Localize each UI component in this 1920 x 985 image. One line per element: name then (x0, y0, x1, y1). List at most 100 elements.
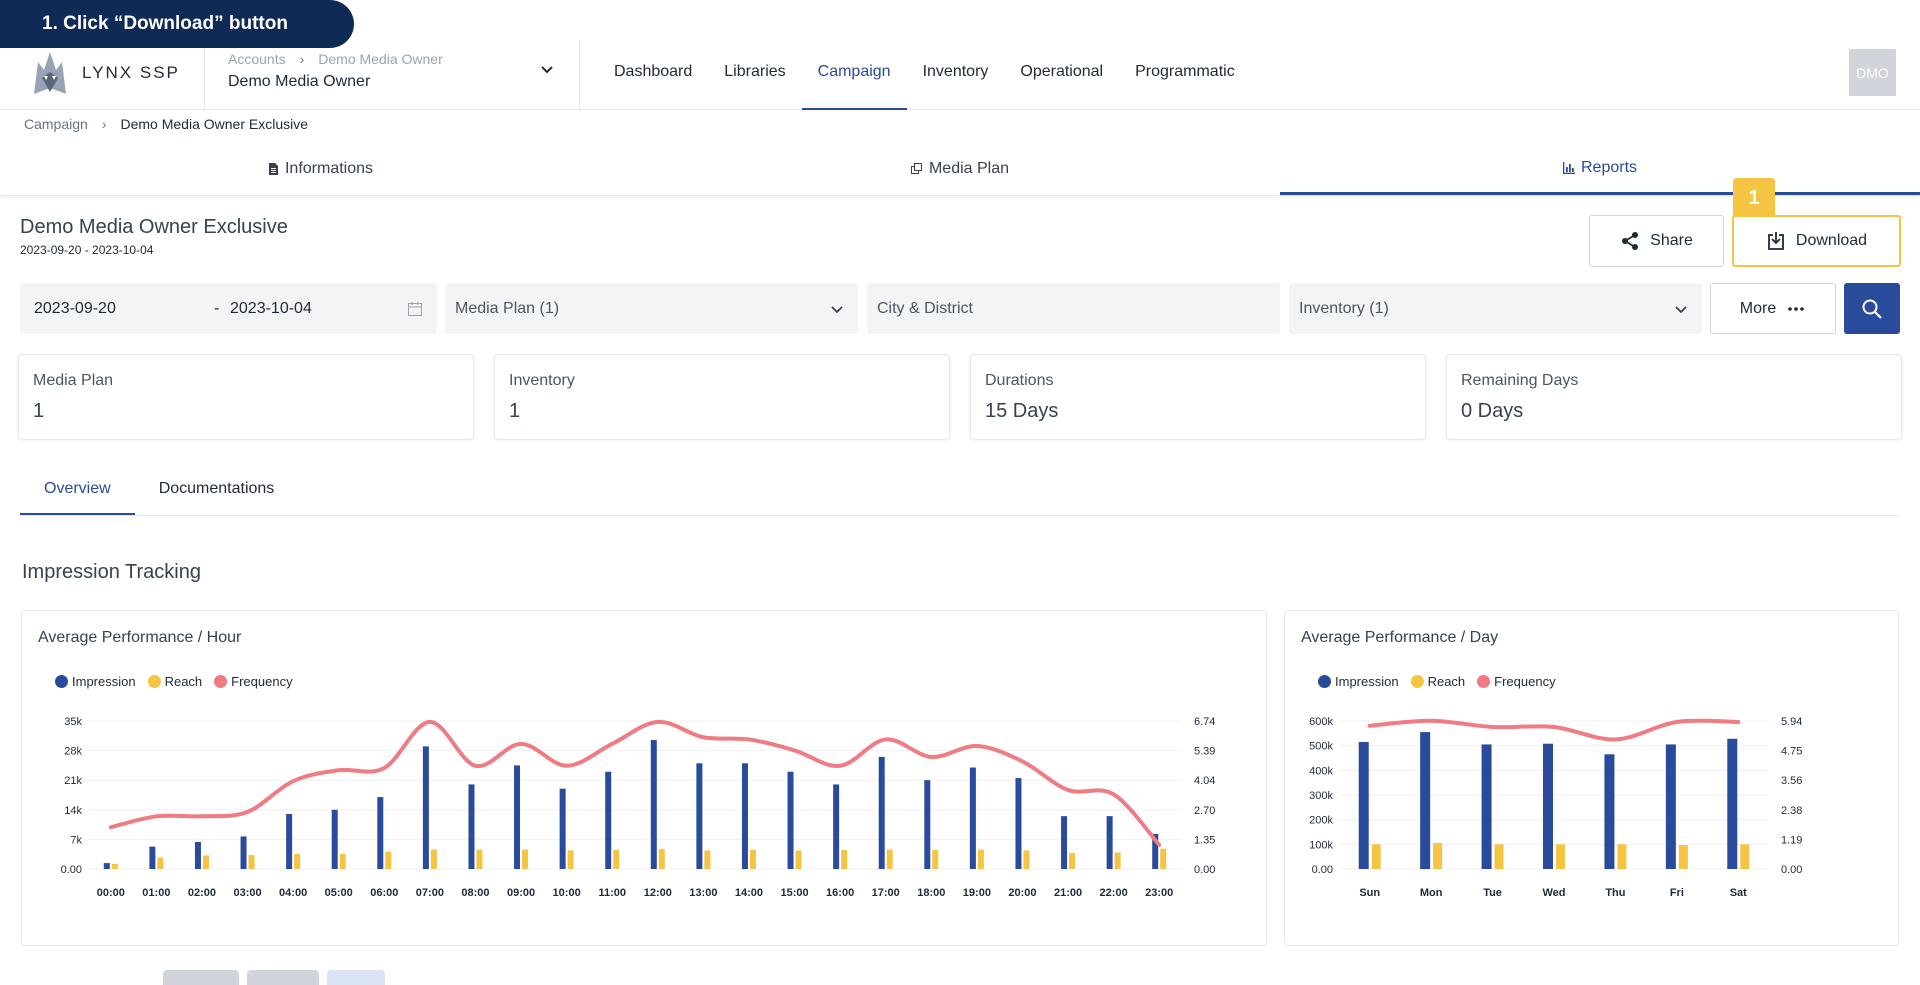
impression-bar[interactable] (422, 746, 429, 869)
stat-card-remaining-days: Remaining Days 0 Days (1446, 354, 1902, 440)
nav-programmatic[interactable]: Programmatic (1135, 63, 1235, 80)
impression-bar[interactable] (696, 763, 703, 869)
reach-bar[interactable] (157, 857, 164, 869)
legend-reach[interactable]: Reach (147, 674, 202, 689)
legend-impression[interactable]: Impression (55, 674, 136, 689)
date-range-picker[interactable]: 2023-09-20 - 2023-10-04 (20, 283, 437, 334)
reach-bar[interactable] (613, 849, 620, 869)
breadcrumb-campaign[interactable]: Campaign (24, 116, 88, 132)
legend-frequency[interactable]: Frequency (1477, 674, 1556, 689)
reach-bar[interactable] (1160, 848, 1167, 869)
download-button[interactable]: Download (1732, 215, 1901, 267)
reach-bar[interactable] (111, 863, 118, 869)
impression-bar[interactable] (149, 846, 156, 869)
reach-bar[interactable] (932, 849, 939, 869)
reach-bar[interactable] (1114, 852, 1121, 869)
reach-bar[interactable] (567, 850, 574, 869)
impression-bar[interactable] (1420, 732, 1431, 869)
reach-bar[interactable] (522, 849, 529, 869)
tab-media-plan[interactable]: Media Plan (640, 143, 1280, 195)
impression-bar[interactable] (468, 784, 475, 869)
logo[interactable]: LYNX SSP (28, 48, 180, 98)
nav-operational[interactable]: Operational (1020, 63, 1104, 80)
more-filters-button[interactable]: More (1710, 283, 1836, 334)
reach-bar[interactable] (704, 850, 711, 869)
impression-bar[interactable] (924, 780, 931, 869)
reach-bar[interactable] (385, 851, 392, 869)
frequency-line[interactable] (1367, 718, 1741, 742)
chevron-right-icon: › (101, 116, 107, 132)
impression-bar[interactable] (1152, 833, 1159, 869)
reach-bar[interactable] (1371, 844, 1381, 869)
nav-inventory[interactable]: Inventory (922, 63, 989, 80)
nav-campaign[interactable]: Campaign (801, 40, 907, 110)
impression-bar[interactable] (1543, 743, 1553, 869)
impression-bar[interactable] (1727, 738, 1738, 869)
subtab-documentations[interactable]: Documentations (158, 480, 275, 497)
impression-bar[interactable] (1015, 778, 1022, 869)
impression-bar[interactable] (1665, 744, 1676, 869)
impression-bar[interactable] (514, 765, 521, 869)
impression-bar[interactable] (194, 841, 201, 869)
impression-bar[interactable] (650, 740, 657, 869)
reach-bar[interactable] (430, 849, 437, 869)
breadcrumb-current: Demo Media Owner Exclusive (120, 116, 309, 132)
impression-bar[interactable] (1106, 816, 1113, 869)
reach-bar[interactable] (1433, 843, 1443, 869)
legend-reach[interactable]: Reach (1410, 674, 1465, 689)
chevron-down-icon[interactable] (539, 62, 555, 78)
reach-bar[interactable] (1678, 845, 1688, 869)
reach-bar[interactable] (841, 849, 848, 869)
reach-bar[interactable] (1023, 850, 1030, 869)
reach-bar[interactable] (658, 849, 665, 869)
impression-bar[interactable] (240, 836, 247, 869)
impression-bar[interactable] (103, 863, 110, 869)
reach-bar[interactable] (795, 850, 802, 869)
inventory-select[interactable]: Inventory (1) (1289, 283, 1702, 334)
reach-bar[interactable] (202, 855, 209, 869)
account-selector[interactable]: Accounts › Demo Media Owner Demo Media O… (204, 40, 580, 110)
reach-bar[interactable] (294, 853, 301, 869)
legend-frequency[interactable]: Frequency (214, 674, 293, 689)
chevron-down-icon (1675, 305, 1687, 313)
search-button[interactable] (1844, 283, 1900, 334)
impression-bar[interactable] (559, 788, 566, 869)
impression-bar[interactable] (286, 814, 293, 869)
tab-informations[interactable]: Informations (0, 143, 640, 195)
reach-bar[interactable] (248, 855, 255, 869)
reach-bar[interactable] (1494, 844, 1504, 869)
nav-libraries[interactable]: Libraries (724, 63, 786, 80)
avatar[interactable]: DMO (1849, 49, 1896, 96)
impression-bar[interactable] (833, 784, 840, 869)
reach-bar[interactable] (749, 849, 756, 869)
impression-bar[interactable] (1481, 744, 1492, 869)
frequency-line[interactable] (108, 719, 1162, 847)
impression-bar[interactable] (331, 809, 338, 869)
reach-bar[interactable] (1740, 844, 1750, 869)
impression-bar[interactable] (605, 771, 612, 869)
impression-bar[interactable] (1358, 741, 1369, 869)
impression-bar[interactable] (741, 763, 748, 869)
tab-reports[interactable]: Reports (1280, 143, 1920, 195)
reach-bar[interactable] (476, 849, 483, 869)
media-plan-select[interactable]: Media Plan (1) (445, 283, 858, 334)
reach-bar[interactable] (886, 849, 893, 869)
reach-bar[interactable] (977, 849, 984, 869)
city-district-input[interactable]: City & District (867, 283, 1280, 334)
impression-bar[interactable] (787, 771, 794, 869)
account-crumb-owner[interactable]: Demo Media Owner (318, 51, 443, 67)
reach-bar[interactable] (1556, 844, 1565, 869)
reach-bar[interactable] (1069, 852, 1076, 869)
subtab-overview[interactable]: Overview (20, 470, 135, 515)
impression-bar[interactable] (377, 797, 384, 869)
reach-bar[interactable] (339, 853, 346, 869)
share-button[interactable]: Share (1589, 215, 1724, 267)
impression-bar[interactable] (1061, 816, 1068, 869)
account-crumb-accounts[interactable]: Accounts (228, 51, 286, 67)
reach-bar[interactable] (1617, 844, 1627, 869)
impression-bar[interactable] (1604, 754, 1615, 869)
impression-bar[interactable] (878, 756, 885, 869)
nav-dashboard[interactable]: Dashboard (614, 63, 693, 80)
legend-impression[interactable]: Impression (1318, 674, 1399, 689)
impression-bar[interactable] (969, 767, 976, 869)
